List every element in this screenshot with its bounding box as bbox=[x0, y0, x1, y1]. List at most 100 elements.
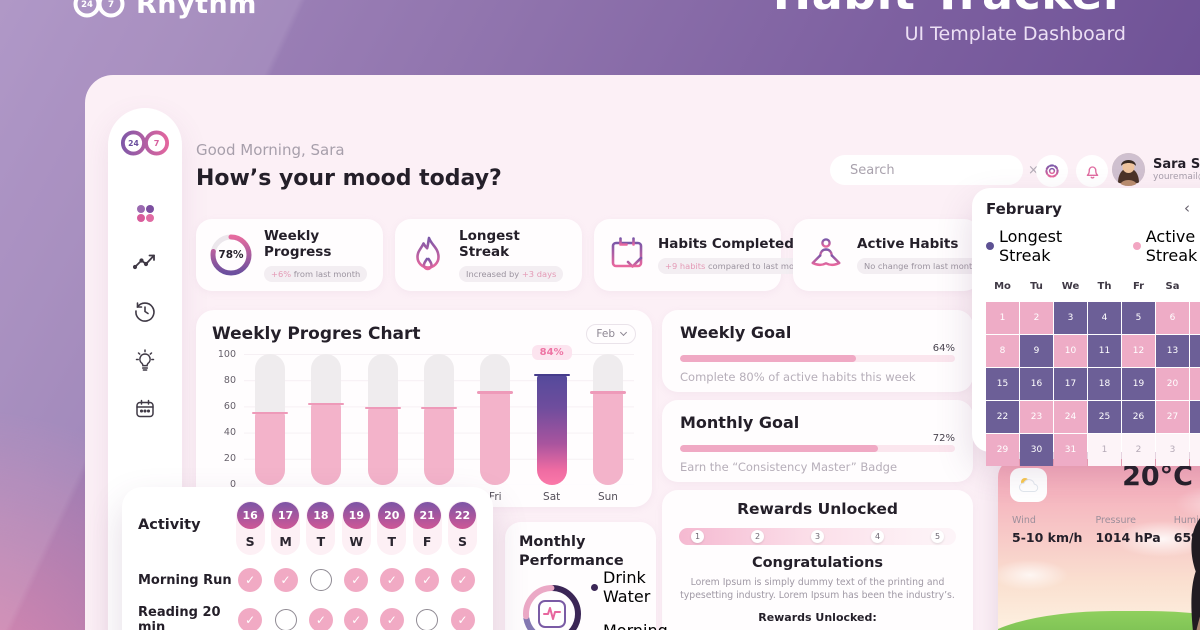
congratulations-heading: Congratulations bbox=[751, 555, 884, 571]
calendar-cell[interactable]: 31 bbox=[1054, 434, 1087, 466]
reward-step: 2 bbox=[751, 530, 764, 543]
check-empty-icon bbox=[274, 609, 297, 630]
activity-day[interactable]: 19 W bbox=[341, 501, 371, 555]
calendar-cell[interactable]: 21 bbox=[1190, 368, 1200, 400]
sidebar-item-history[interactable] bbox=[132, 298, 158, 324]
calendar-cell[interactable]: 17 bbox=[1054, 368, 1087, 400]
check-cell[interactable]: ✓ bbox=[377, 608, 406, 630]
logo-text: Rhythm bbox=[136, 0, 257, 20]
chart-period-selector[interactable]: Feb bbox=[586, 324, 636, 344]
legend-item: Drink Water bbox=[591, 568, 668, 606]
check-cell[interactable] bbox=[271, 608, 300, 630]
x-axis-label: Sun bbox=[597, 491, 618, 503]
check-cell[interactable]: ✓ bbox=[448, 608, 477, 630]
calendar-day-headers: Mo Tu We Th Fr Sa Su bbox=[986, 281, 1200, 292]
search-bar[interactable]: × bbox=[830, 155, 1039, 185]
stat-card-longest-streak[interactable]: Longest Streak Increased by +3 days bbox=[395, 219, 582, 291]
temperature-value: 20°C bbox=[1122, 461, 1193, 492]
calendar-cell[interactable]: 30 bbox=[1020, 434, 1053, 466]
calendar-cell[interactable]: 29 bbox=[986, 434, 1019, 466]
calendar-cell[interactable]: 12 bbox=[1122, 335, 1155, 367]
stat-card-habits-completed[interactable]: Habits Completed +9 habits compared to l… bbox=[594, 219, 815, 291]
metric-label: Wind bbox=[1012, 515, 1036, 526]
sidebar-item-trends[interactable] bbox=[132, 249, 158, 275]
calendar-cell[interactable]: 16 bbox=[1020, 368, 1053, 400]
calendar-cell[interactable]: 22 bbox=[986, 401, 1019, 433]
calendar-cell[interactable]: 18 bbox=[1088, 368, 1121, 400]
stat-card-active-habits[interactable]: Active Habits No change from last month bbox=[793, 219, 985, 291]
check-cell[interactable]: ✓ bbox=[306, 608, 335, 630]
calendar-cell[interactable]: 10 bbox=[1054, 335, 1087, 367]
calendar-cell[interactable]: 1 bbox=[986, 302, 1019, 334]
calendar-cell[interactable]: 1 bbox=[1088, 434, 1121, 466]
check-cell[interactable] bbox=[306, 568, 335, 592]
check-cell[interactable]: ✓ bbox=[236, 568, 265, 592]
search-clear-icon[interactable]: × bbox=[1028, 162, 1039, 178]
sidebar-item-calendar[interactable] bbox=[132, 396, 158, 422]
sidebar-item-dashboard[interactable] bbox=[132, 200, 158, 226]
notifications-button[interactable] bbox=[1076, 155, 1108, 187]
sidebar-logo[interactable]: 24 7 bbox=[120, 126, 170, 164]
app-logo[interactable]: 24 7 Rhythm bbox=[72, 0, 257, 22]
goal-progress-fill bbox=[680, 355, 856, 362]
calendar-day-header: Th bbox=[1097, 281, 1112, 292]
activity-day[interactable]: 22 S bbox=[448, 501, 477, 555]
calendar-cell[interactable]: 3 bbox=[1156, 434, 1189, 466]
calendar-cell[interactable]: 24 bbox=[1054, 401, 1087, 433]
calendar-cell[interactable]: 5 bbox=[1122, 302, 1155, 334]
check-cell[interactable]: ✓ bbox=[413, 568, 442, 592]
calendar-cell[interactable]: 11 bbox=[1088, 335, 1121, 367]
logo-24-text: 24 bbox=[128, 139, 139, 148]
sidebar-item-ideas[interactable] bbox=[132, 347, 158, 373]
check-cell[interactable]: ✓ bbox=[342, 608, 371, 630]
calendar-cell[interactable]: 19 bbox=[1122, 368, 1155, 400]
user-profile[interactable]: Sara Sm youremail@gma bbox=[1112, 153, 1200, 186]
calendar-cell[interactable]: 4 bbox=[1190, 434, 1200, 466]
greeting-text: Good Morning, Sara bbox=[196, 141, 345, 159]
chart-bar-fri: Fri bbox=[477, 354, 514, 503]
activity-day[interactable]: 21 F bbox=[412, 501, 442, 555]
activity-day[interactable]: 16 S bbox=[235, 501, 265, 555]
calendar-cell[interactable]: 14 bbox=[1190, 335, 1200, 367]
stat-card-weekly-progress[interactable]: 78% Weekly Progress +6% from last month bbox=[196, 219, 383, 291]
search-input[interactable] bbox=[850, 162, 1020, 178]
check-cell[interactable]: ✓ bbox=[448, 568, 477, 592]
calendar-cell[interactable]: 2 bbox=[1122, 434, 1155, 466]
activity-day[interactable]: 17 M bbox=[271, 501, 301, 555]
check-cell[interactable]: ✓ bbox=[271, 568, 300, 592]
check-cell[interactable]: ✓ bbox=[236, 608, 265, 630]
calendar-cell[interactable]: 9 bbox=[1020, 335, 1053, 367]
activity-day[interactable]: 18 T bbox=[306, 501, 336, 555]
chevron-left-icon[interactable]: ‹ bbox=[1184, 199, 1190, 217]
calendar-cell[interactable]: 3 bbox=[1054, 302, 1087, 334]
calendar-cell[interactable]: 7 bbox=[1190, 302, 1200, 334]
calendar-day-header: Su bbox=[1190, 281, 1200, 292]
calendar-cell[interactable]: 6 bbox=[1156, 302, 1189, 334]
check-cell[interactable]: ✓ bbox=[342, 568, 371, 592]
calendar-cell[interactable]: 26 bbox=[1122, 401, 1155, 433]
check-done-icon: ✓ bbox=[344, 568, 369, 592]
calendar-cell[interactable]: 4 bbox=[1088, 302, 1121, 334]
rewards-body-text: Lorem Ipsum is simply dummy text of the … bbox=[680, 577, 955, 602]
calendar-cell[interactable]: 13 bbox=[1156, 335, 1189, 367]
calendar-cell[interactable]: 28 bbox=[1190, 401, 1200, 433]
settings-button[interactable] bbox=[1036, 155, 1068, 187]
calendar-cell[interactable]: 25 bbox=[1088, 401, 1121, 433]
chart-bar-tue: Tue bbox=[308, 354, 345, 503]
activity-day-letter: S bbox=[245, 534, 255, 549]
goal-progress-bar bbox=[680, 445, 955, 452]
calendar-cell[interactable]: 27 bbox=[1156, 401, 1189, 433]
calendar-cell[interactable]: 23 bbox=[1020, 401, 1053, 433]
calendar-cell[interactable]: 8 bbox=[986, 335, 1019, 367]
legend-label: Morning Run bbox=[603, 621, 668, 630]
check-cell[interactable] bbox=[413, 608, 442, 630]
goal-subtitle: Complete 80% of active habits this week bbox=[680, 370, 916, 384]
activity-day[interactable]: 20 T bbox=[377, 501, 407, 555]
bar-fill bbox=[533, 373, 570, 485]
calendar-cell[interactable]: 15 bbox=[986, 368, 1019, 400]
calendar-cell[interactable]: 20 bbox=[1156, 368, 1189, 400]
y-axis-tick: 20 bbox=[223, 453, 236, 464]
check-cell[interactable]: ✓ bbox=[377, 568, 406, 592]
calendar-cell[interactable]: 2 bbox=[1020, 302, 1053, 334]
